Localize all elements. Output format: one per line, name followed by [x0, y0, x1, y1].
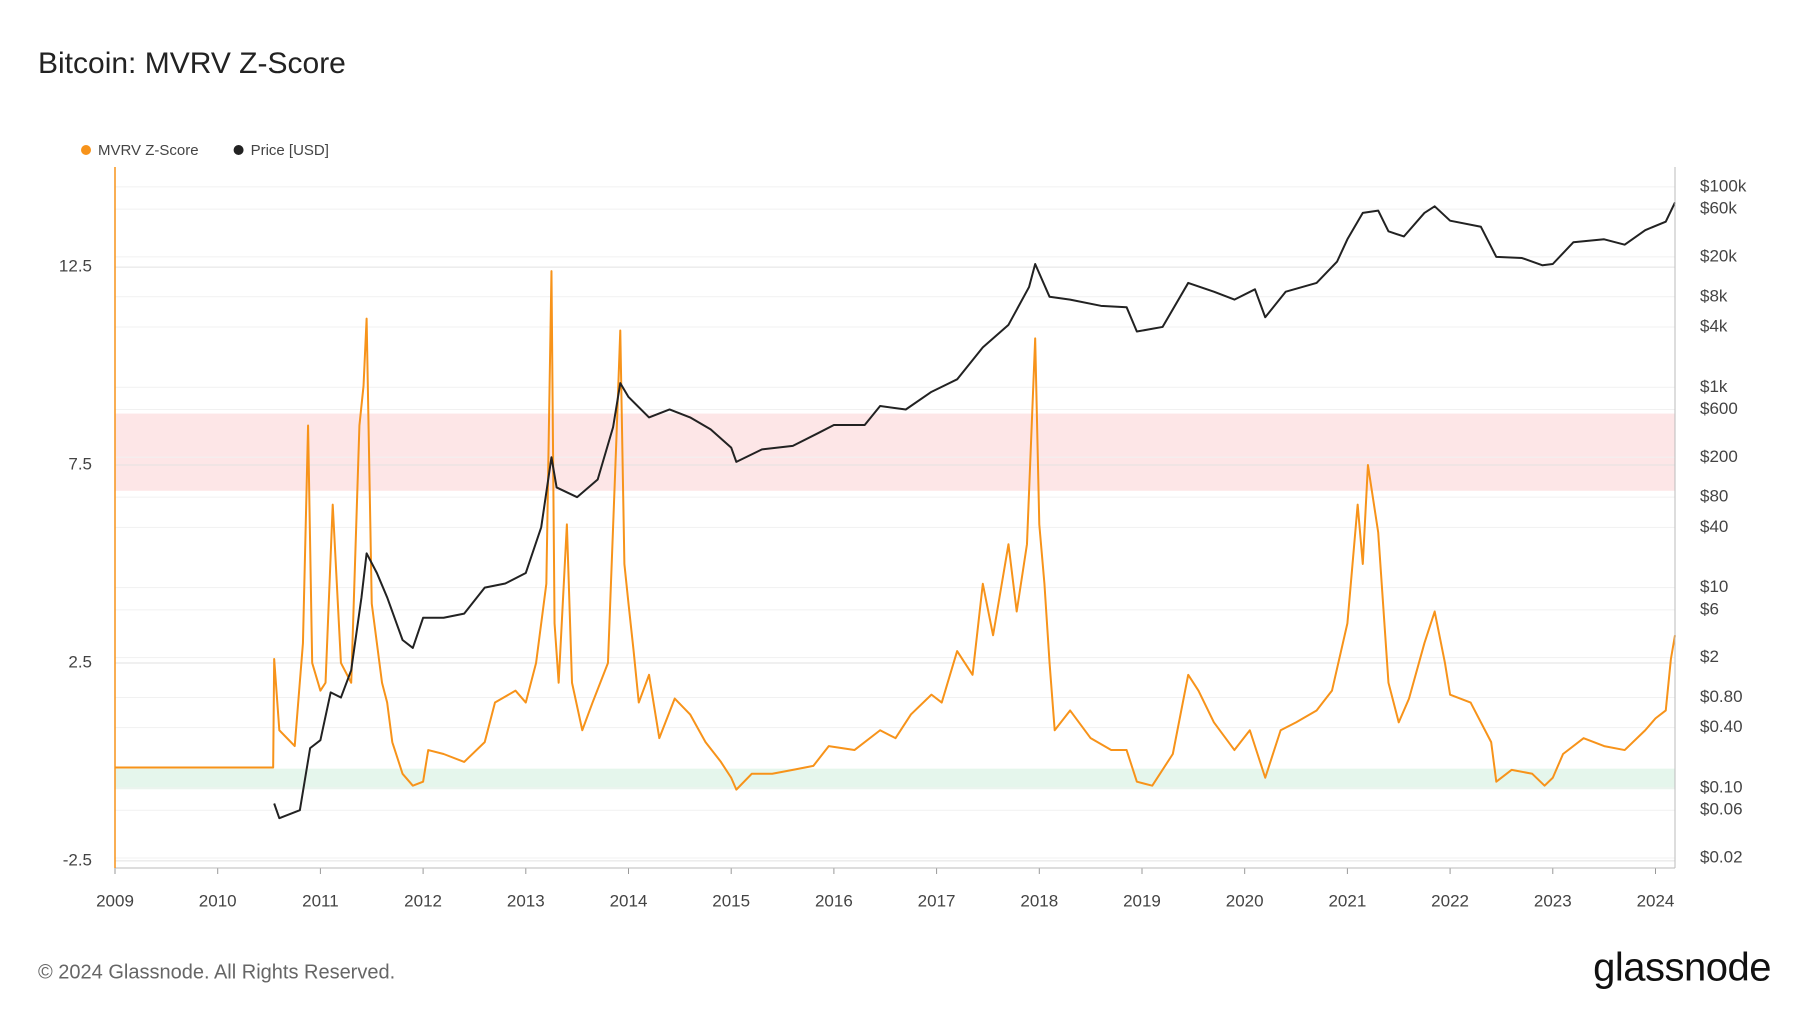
y2-tick-label: $0.10: [1700, 777, 1743, 796]
legend-swatch: [233, 145, 244, 155]
legend-swatch: [81, 145, 91, 155]
zone-band: [115, 768, 1675, 790]
x-tick-label: 2016: [815, 891, 853, 910]
y2-tick-label: $20k: [1700, 246, 1737, 265]
x-tick-label: 2017: [918, 891, 956, 910]
y-tick-label: 7.5: [68, 455, 92, 474]
legend: MVRV Z-Score Price [USD]: [81, 142, 329, 159]
zone-band: [115, 413, 1675, 491]
x-tick-label: 2021: [1328, 891, 1366, 910]
legend-label: Price [USD]: [251, 142, 329, 159]
axes: $0.02 $0.06 $0.10 $0.40 $0.80 $2 $6 $10 $40 $80 $2…: [59, 167, 1747, 910]
y2-tick-label: $4k: [1700, 316, 1728, 335]
y-tick-label: 12.5: [59, 257, 92, 276]
chart-title: Bitcoin: MVRV Z-Score: [38, 47, 346, 80]
x-tick-label: 2020: [1226, 891, 1264, 910]
lines: [115, 201, 1676, 820]
x-tick-label: 2015: [712, 891, 750, 910]
x-tick-label: 2010: [199, 891, 237, 910]
x-tick-label: 2014: [610, 891, 648, 910]
y-tick-label: 2.5: [68, 652, 92, 671]
y2-tick-label: $6: [1700, 599, 1719, 618]
bands: [115, 413, 1675, 790]
y-tick-label: -2.5: [63, 850, 92, 869]
y2-tick-label: $40: [1700, 517, 1728, 536]
x-tick-label: 2023: [1534, 891, 1572, 910]
y2-tick-label: $8k: [1700, 286, 1728, 305]
y2-tick-label: $200: [1700, 447, 1738, 466]
x-tick-label: 2018: [1020, 891, 1058, 910]
y2-tick-label: $600: [1700, 399, 1738, 418]
y2-tick-label: $0.02: [1700, 848, 1743, 867]
y2-tick-label: $0.80: [1700, 687, 1743, 706]
y2-tick-label: $1k: [1700, 377, 1728, 396]
y2-tick-label: $60k: [1700, 199, 1737, 218]
grid: [115, 186, 1675, 862]
x-tick-label: 2013: [507, 891, 545, 910]
brand-logo: glassnode: [1593, 946, 1771, 990]
y2-tick-label: $10: [1700, 577, 1728, 596]
x-tick-label: 2009: [96, 891, 134, 910]
y2-tick-label: $0.06: [1700, 800, 1743, 819]
x-tick-label: 2019: [1123, 891, 1161, 910]
footer: © 2024 Glassnode. All Rights Reserved.: [38, 961, 395, 983]
x-tick-label: 2024: [1637, 891, 1675, 910]
x-tick-label: 2011: [302, 891, 339, 910]
series-line: [115, 270, 1676, 791]
y2-tick-label: $0.40: [1700, 717, 1743, 736]
legend-label: MVRV Z-Score: [98, 142, 199, 159]
series-line: [273, 201, 1676, 820]
y2-tick-label: $100k: [1700, 176, 1747, 195]
y2-tick-label: $2: [1700, 647, 1719, 666]
x-tick-label: 2012: [404, 891, 442, 910]
y2-tick-label: $80: [1700, 487, 1728, 506]
x-tick-label: 2022: [1431, 891, 1469, 910]
